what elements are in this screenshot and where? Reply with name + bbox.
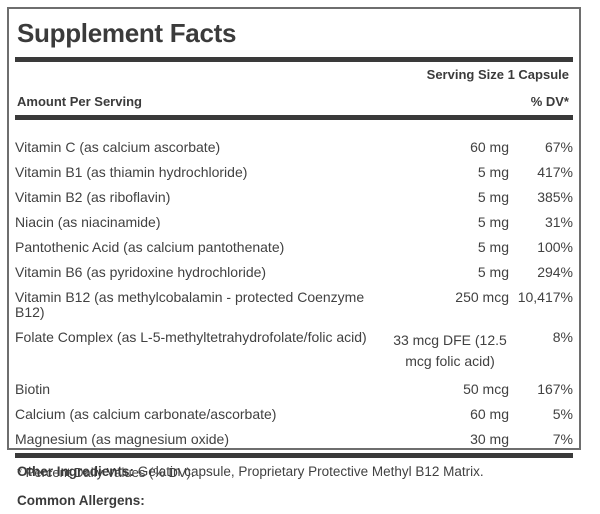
nutrient-amount-text: 5 mg bbox=[477, 189, 509, 205]
nutrient-name: Calcium (as calcium carbonate/ascorbate) bbox=[15, 406, 277, 422]
thick-divider-header bbox=[15, 115, 573, 120]
nutrient-amount: 5 mg bbox=[391, 185, 509, 210]
nutrient-amount: 30 mg bbox=[391, 427, 509, 452]
nutrient-row: Vitamin B12 (as methylcobalamin - protec… bbox=[15, 285, 573, 325]
serving-size-text: Serving Size 1 Capsule bbox=[426, 67, 569, 82]
nutrient-dv: 8% bbox=[552, 329, 573, 345]
nutrient-dv: 31% bbox=[544, 214, 573, 230]
nutrient-row: Pantothenic Acid (as calcium pantothenat… bbox=[15, 235, 573, 260]
nutrient-name: Vitamin B12 (as methylcobalamin - protec… bbox=[15, 289, 365, 320]
nutrient-dv: 385% bbox=[537, 189, 573, 205]
nutrient-amount-text: 5 mg bbox=[477, 264, 509, 280]
nutrient-amount: 5 mg bbox=[391, 210, 509, 235]
nutrient-amount: 60 mg bbox=[391, 402, 509, 427]
nutrient-table: Vitamin C (as calcium ascorbate) 60 mg 67%… bbox=[15, 127, 573, 452]
nutrient-name: Vitamin B6 (as pyridoxine hydrochloride) bbox=[15, 264, 267, 280]
nutrient-amount: 5 mg bbox=[391, 160, 509, 185]
dv-header: % DV* bbox=[530, 94, 569, 109]
thick-divider-bottom bbox=[15, 453, 573, 458]
nutrient-amount-text: 5 mg bbox=[477, 214, 509, 230]
nutrient-amount-text: 30 mg bbox=[470, 431, 509, 447]
nutrient-dv: 100% bbox=[537, 239, 573, 255]
footnote-text: * Percent Daily Values (% DV). bbox=[17, 465, 195, 480]
common-allergens-label: Common Allergens: bbox=[17, 493, 145, 508]
other-ingredients-label: Other Ingredients: bbox=[17, 464, 135, 479]
nutrient-row: Biotin 50 mcg 167% bbox=[15, 377, 573, 402]
nutrient-dv: 10,417% bbox=[517, 289, 573, 305]
nutrient-dv: 294% bbox=[537, 264, 573, 280]
nutrient-amount-text: 33 mcg DFE (12.5 mcg folic acid) bbox=[393, 332, 507, 369]
nutrient-row: Magnesium (as magnesium oxide) 30 mg 7% bbox=[15, 427, 573, 452]
other-ingredients-value: Gelatin capsule, Proprietary Protective … bbox=[134, 464, 484, 479]
nutrient-row: Niacin (as niacinamide) 5 mg 31% bbox=[15, 210, 573, 235]
nutrient-amount: 60 mg bbox=[391, 127, 509, 160]
nutrient-row: Vitamin B2 (as riboflavin) 5 mg 385% bbox=[15, 185, 573, 210]
nutrient-name: Vitamin B1 (as thiamin hydrochloride) bbox=[15, 164, 248, 180]
nutrient-name: Vitamin B2 (as riboflavin) bbox=[15, 189, 171, 205]
nutrient-row: Vitamin C (as calcium ascorbate) 60 mg 67% bbox=[15, 127, 573, 160]
nutrient-dv: 7% bbox=[552, 431, 573, 447]
nutrient-name: Niacin (as niacinamide) bbox=[15, 214, 161, 230]
nutrient-name: Biotin bbox=[15, 381, 51, 397]
nutrient-amount: 250 mcg bbox=[391, 285, 509, 325]
nutrient-amount-text: 5 mg bbox=[477, 164, 509, 180]
nutrient-amount-text: 250 mcg bbox=[455, 289, 509, 305]
panel-title: Supplement Facts bbox=[17, 18, 237, 48]
nutrient-dv: 167% bbox=[537, 381, 573, 397]
nutrient-row: Folate Complex (as L-5-methyltetrahydrof… bbox=[15, 325, 573, 377]
amount-per-serving-header: Amount Per Serving bbox=[17, 94, 142, 109]
nutrient-amount: 5 mg bbox=[391, 260, 509, 285]
nutrient-amount: 5 mg bbox=[391, 235, 509, 260]
nutrient-row: Calcium (as calcium carbonate/ascorbate)… bbox=[15, 402, 573, 427]
nutrient-table-body: Vitamin C (as calcium ascorbate) 60 mg 67%… bbox=[15, 127, 573, 452]
nutrient-name: Magnesium (as magnesium oxide) bbox=[15, 431, 229, 447]
other-ingredients-line: Other Ingredients: Gelatin capsule, Prop… bbox=[17, 464, 484, 479]
nutrient-amount-text: 60 mg bbox=[470, 139, 509, 155]
nutrient-amount: 50 mcg bbox=[391, 377, 509, 402]
nutrient-amount-text: 50 mcg bbox=[463, 381, 509, 397]
nutrient-dv: 417% bbox=[537, 164, 573, 180]
column-header-row: Amount Per Serving % DV* bbox=[15, 82, 573, 115]
nutrient-row: Vitamin B6 (as pyridoxine hydrochloride)… bbox=[15, 260, 573, 285]
nutrient-dv: 5% bbox=[552, 406, 573, 422]
nutrient-name: Folate Complex (as L-5-methyltetrahydrof… bbox=[15, 329, 367, 345]
supplement-facts-panel: Supplement Facts Serving Size 1 Capsule … bbox=[7, 7, 581, 480]
common-allergens-line: Common Allergens: bbox=[17, 493, 145, 508]
nutrient-amount-text: 5 mg bbox=[477, 239, 509, 255]
nutrient-name: Pantothenic Acid (as calcium pantothenat… bbox=[15, 239, 285, 255]
nutrient-amount: 33 mcg DFE (12.5 mcg folic acid) bbox=[391, 325, 509, 377]
nutrient-row: Vitamin B1 (as thiamin hydrochloride) 5 m… bbox=[15, 160, 573, 185]
nutrient-amount-text: 60 mg bbox=[470, 406, 509, 422]
nutrient-dv: 67% bbox=[544, 139, 573, 155]
thick-divider-top bbox=[15, 57, 573, 62]
nutrient-name: Vitamin C (as calcium ascorbate) bbox=[15, 139, 221, 155]
